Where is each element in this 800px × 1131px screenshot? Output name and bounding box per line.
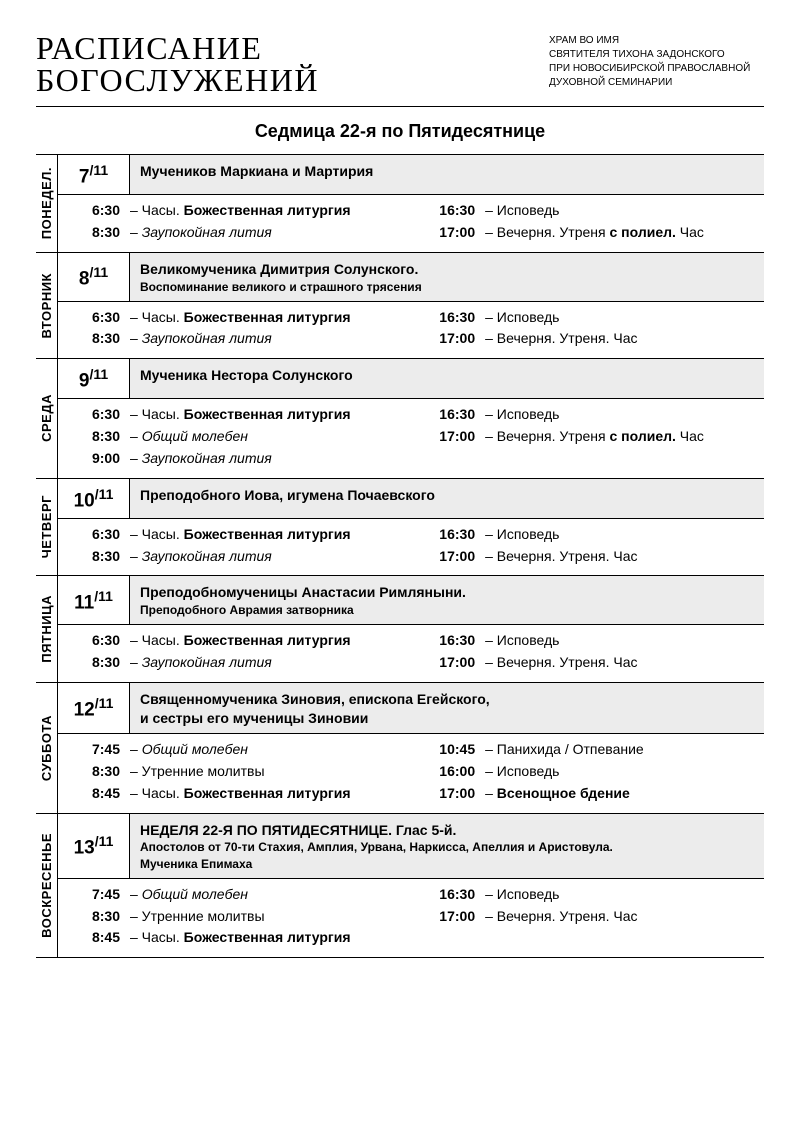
services-col-left: 7:458:308:45 – Общий молебен– Утренние м… bbox=[58, 884, 425, 949]
weekday-label: ПЯТНИЦА bbox=[36, 576, 58, 681]
services-row: 6:308:30 – Часы. Божественная литургия– … bbox=[58, 625, 764, 681]
day-content: 8/11 Великомученика Димитрия Солунского.… bbox=[58, 253, 764, 358]
weekday-label: ПОНЕДЕЛ. bbox=[36, 155, 58, 252]
day-content: 7/11 Мучеников Маркиана и Мартирия 6:308… bbox=[58, 155, 764, 252]
date-cell: 7/11 bbox=[58, 155, 130, 194]
day-content: 10/11 Преподобного Иова, игумена Почаевс… bbox=[58, 479, 764, 576]
services-col-right: 10:4516:0017:00 – Панихида / Отпевание– … bbox=[425, 739, 764, 804]
feast-title: Мучеников Маркиана и Мартирия bbox=[130, 155, 764, 194]
time-column: 16:3017:00 bbox=[425, 307, 485, 350]
services-col-right: 16:3017:00 – Исповедь– Вечерня. Утреня. … bbox=[425, 630, 764, 673]
feast-title: Великомученика Димитрия Солунского.Воспо… bbox=[130, 253, 764, 301]
services-col-right: 16:3017:00 – Исповедь– Вечерня. Утреня с… bbox=[425, 200, 764, 243]
day-content: 9/11 Мученика Нестора Солунского 6:308:3… bbox=[58, 359, 764, 477]
time-column: 6:308:30 bbox=[58, 630, 130, 673]
date-cell: 9/11 bbox=[58, 359, 130, 398]
services-row: 6:308:30 – Часы. Божественная литургия– … bbox=[58, 195, 764, 251]
date-cell: 8/11 bbox=[58, 253, 130, 301]
services-col-left: 6:308:30 – Часы. Божественная литургия– … bbox=[58, 307, 425, 350]
day-block: СУББОТА 12/11 Священномученика Зиновия, … bbox=[36, 683, 764, 814]
date-cell: 12/11 bbox=[58, 683, 130, 734]
day-header: 7/11 Мучеников Маркиана и Мартирия bbox=[58, 155, 764, 195]
desc-column: – Исповедь– Вечерня. Утреня. Час bbox=[485, 524, 764, 567]
day-block: ВОСКРЕСЕНЬЕ 13/11 НЕДЕЛЯ 22-Я ПО ПЯТИДЕС… bbox=[36, 814, 764, 958]
desc-column: – Исповедь– Вечерня. Утреня с полиел. Ча… bbox=[485, 200, 764, 243]
time-column: 6:308:30 bbox=[58, 524, 130, 567]
desc-column: – Часы. Божественная литургия– Заупокойн… bbox=[130, 200, 425, 243]
page-header: РАСПИСАНИЕ БОГОСЛУЖЕНИЙ ХРАМ ВО ИМЯ СВЯТ… bbox=[36, 32, 764, 107]
time-column: 16:3017:00 bbox=[425, 884, 485, 949]
desc-column: – Исповедь– Вечерня. Утреня. Час bbox=[485, 630, 764, 673]
time-column: 16:3017:00 bbox=[425, 200, 485, 243]
services-row: 6:308:309:00 – Часы. Божественная литург… bbox=[58, 399, 764, 477]
date-cell: 10/11 bbox=[58, 479, 130, 518]
time-column: 16:3017:00 bbox=[425, 404, 485, 469]
day-header: 13/11 НЕДЕЛЯ 22-Я ПО ПЯТИДЕСЯТНИЦЕ. Глас… bbox=[58, 814, 764, 879]
time-column: 10:4516:0017:00 bbox=[425, 739, 485, 804]
services-col-left: 7:458:308:45 – Общий молебен– Утренние м… bbox=[58, 739, 425, 804]
services-col-right: 16:3017:00 – Исповедь– Вечерня. Утреня. … bbox=[425, 884, 764, 949]
day-content: 13/11 НЕДЕЛЯ 22-Я ПО ПЯТИДЕСЯТНИЦЕ. Глас… bbox=[58, 814, 764, 957]
day-block: СРЕДА 9/11 Мученика Нестора Солунского 6… bbox=[36, 359, 764, 478]
day-header: 10/11 Преподобного Иова, игумена Почаевс… bbox=[58, 479, 764, 519]
day-block: ВТОРНИК 8/11 Великомученика Димитрия Сол… bbox=[36, 253, 764, 359]
time-column: 16:3017:00 bbox=[425, 524, 485, 567]
feast-title: НЕДЕЛЯ 22-Я ПО ПЯТИДЕСЯТНИЦЕ. Глас 5-й.А… bbox=[130, 814, 764, 878]
time-column: 6:308:30 bbox=[58, 307, 130, 350]
schedule-table: ПОНЕДЕЛ. 7/11 Мучеников Маркиана и Марти… bbox=[36, 154, 764, 958]
day-block: ПОНЕДЕЛ. 7/11 Мучеников Маркиана и Марти… bbox=[36, 155, 764, 253]
main-title: РАСПИСАНИЕ БОГОСЛУЖЕНИЙ bbox=[36, 32, 537, 96]
day-content: 11/11 Преподобномученицы Анастасии Римля… bbox=[58, 576, 764, 681]
day-header: 11/11 Преподобномученицы Анастасии Римля… bbox=[58, 576, 764, 625]
day-block: ПЯТНИЦА 11/11 Преподобномученицы Анастас… bbox=[36, 576, 764, 682]
services-col-right: 16:3017:00 – Исповедь– Вечерня. Утреня. … bbox=[425, 307, 764, 350]
feast-title: Мученика Нестора Солунского bbox=[130, 359, 764, 398]
desc-column: – Панихида / Отпевание– Исповедь– Всенощ… bbox=[485, 739, 764, 804]
services-row: 6:308:30 – Часы. Божественная литургия– … bbox=[58, 302, 764, 358]
desc-column: – Часы. Божественная литургия– Общий мол… bbox=[130, 404, 425, 469]
feast-title: Священномученика Зиновия, епископа Егейс… bbox=[130, 683, 764, 734]
desc-column: – Общий молебен– Утренние молитвы– Часы.… bbox=[130, 739, 425, 804]
day-block: ЧЕТВЕРГ 10/11 Преподобного Иова, игумена… bbox=[36, 479, 764, 577]
day-header: 8/11 Великомученика Димитрия Солунского.… bbox=[58, 253, 764, 302]
date-cell: 13/11 bbox=[58, 814, 130, 878]
weekday-label: ЧЕТВЕРГ bbox=[36, 479, 58, 576]
time-column: 7:458:308:45 bbox=[58, 884, 130, 949]
feast-title: Преподобного Иова, игумена Почаевского bbox=[130, 479, 764, 518]
weekday-label: СУББОТА bbox=[36, 683, 58, 813]
services-col-right: 16:3017:00 – Исповедь– Вечерня. Утреня. … bbox=[425, 524, 764, 567]
desc-column: – Часы. Божественная литургия– Заупокойн… bbox=[130, 524, 425, 567]
week-title: Седмица 22-я по Пятидесятнице bbox=[36, 121, 764, 142]
weekday-label: ВОСКРЕСЕНЬЕ bbox=[36, 814, 58, 957]
feast-title: Преподобномученицы Анастасии Римляныни.П… bbox=[130, 576, 764, 624]
day-content: 12/11 Священномученика Зиновия, епископа… bbox=[58, 683, 764, 813]
desc-column: – Общий молебен– Утренние молитвы– Часы.… bbox=[130, 884, 425, 949]
church-subtitle: ХРАМ ВО ИМЯ СВЯТИТЕЛЯ ТИХОНА ЗАДОНСКОГО … bbox=[549, 32, 764, 90]
services-row: 6:308:30 – Часы. Божественная литургия– … bbox=[58, 519, 764, 575]
desc-column: – Исповедь– Вечерня. Утреня. Час bbox=[485, 884, 764, 949]
desc-column: – Исповедь– Вечерня. Утреня с полиел. Ча… bbox=[485, 404, 764, 469]
date-cell: 11/11 bbox=[58, 576, 130, 624]
services-col-left: 6:308:30 – Часы. Божественная литургия– … bbox=[58, 200, 425, 243]
day-header: 12/11 Священномученика Зиновия, епископа… bbox=[58, 683, 764, 735]
services-col-left: 6:308:30 – Часы. Божественная литургия– … bbox=[58, 524, 425, 567]
services-col-left: 6:308:30 – Часы. Божественная литургия– … bbox=[58, 630, 425, 673]
services-col-right: 16:3017:00 – Исповедь– Вечерня. Утреня с… bbox=[425, 404, 764, 469]
time-column: 6:308:30 bbox=[58, 200, 130, 243]
weekday-label: СРЕДА bbox=[36, 359, 58, 477]
desc-column: – Часы. Божественная литургия– Заупокойн… bbox=[130, 630, 425, 673]
services-row: 7:458:308:45 – Общий молебен– Утренние м… bbox=[58, 879, 764, 957]
services-row: 7:458:308:45 – Общий молебен– Утренние м… bbox=[58, 734, 764, 812]
weekday-label: ВТОРНИК bbox=[36, 253, 58, 358]
day-header: 9/11 Мученика Нестора Солунского bbox=[58, 359, 764, 399]
desc-column: – Часы. Божественная литургия– Заупокойн… bbox=[130, 307, 425, 350]
desc-column: – Исповедь– Вечерня. Утреня. Час bbox=[485, 307, 764, 350]
time-column: 6:308:309:00 bbox=[58, 404, 130, 469]
services-col-left: 6:308:309:00 – Часы. Божественная литург… bbox=[58, 404, 425, 469]
time-column: 7:458:308:45 bbox=[58, 739, 130, 804]
time-column: 16:3017:00 bbox=[425, 630, 485, 673]
